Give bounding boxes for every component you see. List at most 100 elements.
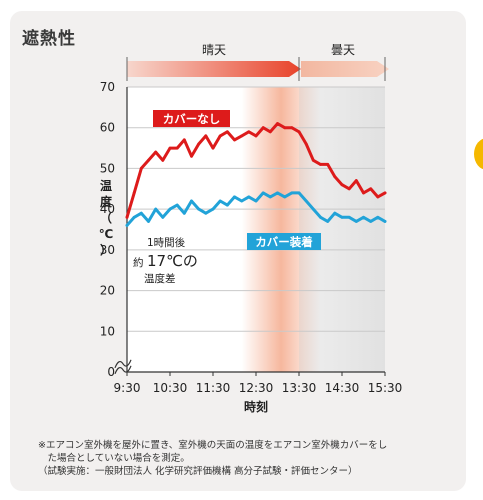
- x-tick-label: 11:30: [196, 381, 231, 395]
- x-tick-label: 12:30: [239, 381, 274, 395]
- point-no-cover: [304, 142, 308, 146]
- point-with-cover: [362, 215, 365, 219]
- point-no-cover: [154, 150, 158, 154]
- point-no-cover: [218, 134, 222, 138]
- point-no-cover: [197, 142, 201, 146]
- point-with-cover: [261, 191, 265, 195]
- diff-prefix: 約: [133, 256, 144, 269]
- point-with-cover: [290, 191, 294, 195]
- point-with-cover: [147, 220, 150, 223]
- point-no-cover: [362, 191, 365, 195]
- point-no-cover: [383, 191, 387, 195]
- point-with-cover: [233, 195, 236, 199]
- point-no-cover: [168, 146, 172, 150]
- series-layer: [125, 122, 387, 227]
- point-with-cover: [311, 207, 315, 211]
- point-with-cover: [376, 215, 380, 219]
- point-no-cover: [132, 191, 136, 195]
- point-with-cover: [283, 195, 287, 199]
- y-tick-label: 10: [100, 324, 115, 338]
- y-tick-label: 30: [100, 243, 115, 257]
- point-with-cover: [247, 195, 251, 199]
- y-tick-label: 20: [100, 284, 115, 298]
- point-no-cover: [268, 130, 272, 134]
- diff-line-3: 温度差: [144, 272, 176, 285]
- point-with-cover: [254, 199, 258, 203]
- x-tick-label: 15:30: [368, 381, 403, 395]
- y-tick-label: 50: [100, 161, 115, 175]
- label-no-cover: カバーなし: [163, 112, 221, 126]
- point-no-cover: [204, 134, 208, 138]
- point-no-cover: [254, 134, 258, 138]
- point-no-cover: [369, 187, 373, 191]
- point-no-cover: [225, 130, 229, 134]
- x-tick-label: 13:30: [282, 381, 317, 395]
- y-tick-label: 40: [100, 202, 115, 216]
- footnote-line-2: た場合としていない場合を測定。: [38, 453, 190, 464]
- panel-title: 遮熱性: [22, 29, 76, 49]
- point-with-cover: [197, 207, 201, 211]
- footnote-line-3: （試験実施：一般財団法人 化学研究評価機構 高分子試験・評価センター）: [38, 466, 358, 477]
- x-tick-label: 9:30: [114, 381, 141, 395]
- point-with-cover: [154, 207, 158, 211]
- point-no-cover: [261, 126, 265, 130]
- label-no-cover-bg: [153, 110, 230, 127]
- point-no-cover: [161, 158, 165, 162]
- axis-break-mark: [114, 359, 132, 369]
- point-with-cover: [383, 220, 387, 223]
- y-tick-label: 70: [100, 80, 115, 94]
- label-with-cover-bg: [247, 233, 321, 250]
- x-axis-label: 時刻: [244, 399, 268, 414]
- point-no-cover: [319, 163, 322, 166]
- point-no-cover: [147, 158, 150, 162]
- point-no-cover: [354, 179, 358, 183]
- cloudy-shade: [299, 87, 385, 372]
- point-with-cover: [139, 211, 143, 215]
- point-no-cover: [347, 187, 351, 191]
- point-no-cover: [290, 126, 294, 130]
- point-with-cover: [175, 203, 179, 207]
- point-no-cover: [376, 195, 380, 199]
- point-no-cover: [340, 183, 344, 187]
- label-with-cover: カバー装着: [255, 235, 313, 249]
- point-with-cover: [240, 199, 244, 203]
- sunny-arrow: [127, 61, 301, 77]
- point-with-cover: [211, 207, 215, 211]
- point-with-cover: [190, 199, 193, 203]
- diff-line-1: 1時間後: [147, 236, 186, 249]
- point-with-cover: [168, 207, 172, 211]
- axis-ticks: 0 10 20 30 40 50 60 70 9:30 10:30 11:30 12:30 13:30 1…: [99, 80, 403, 414]
- point-with-cover: [340, 215, 344, 219]
- point-with-cover: [333, 211, 337, 215]
- point-no-cover: [233, 138, 236, 142]
- footnote-line-1: ※エアコン室外機を屋外に置き、室外機の天面の温度をエアコン室外機カバーをし: [38, 440, 388, 451]
- point-no-cover: [190, 154, 193, 158]
- point-with-cover: [132, 215, 136, 219]
- accent-circle: [474, 138, 483, 170]
- x-tick-label: 10:30: [153, 381, 188, 395]
- point-with-cover: [161, 215, 165, 219]
- point-no-cover: [326, 163, 330, 166]
- y-tick-label: 0: [107, 365, 115, 379]
- diff-value: 17℃の: [147, 252, 198, 270]
- point-with-cover: [218, 199, 222, 203]
- point-with-cover: [297, 191, 301, 195]
- point-no-cover: [125, 215, 129, 219]
- cloudy-arrow: [301, 61, 389, 77]
- period-arrows: 晴天 曇天: [126, 43, 389, 81]
- point-no-cover: [283, 126, 287, 130]
- point-no-cover: [247, 130, 251, 134]
- point-with-cover: [225, 203, 229, 207]
- y-axis-label: 温度（℃）: [99, 179, 114, 257]
- x-tick-label: 14:30: [325, 381, 360, 395]
- y-tick-label: 60: [100, 121, 115, 135]
- point-with-cover: [347, 215, 351, 219]
- background-layer: [127, 87, 385, 372]
- axis-break-mark: [114, 365, 132, 375]
- point-with-cover: [182, 211, 186, 215]
- point-no-cover: [240, 134, 244, 138]
- point-with-cover: [326, 220, 330, 223]
- point-no-cover: [182, 138, 186, 142]
